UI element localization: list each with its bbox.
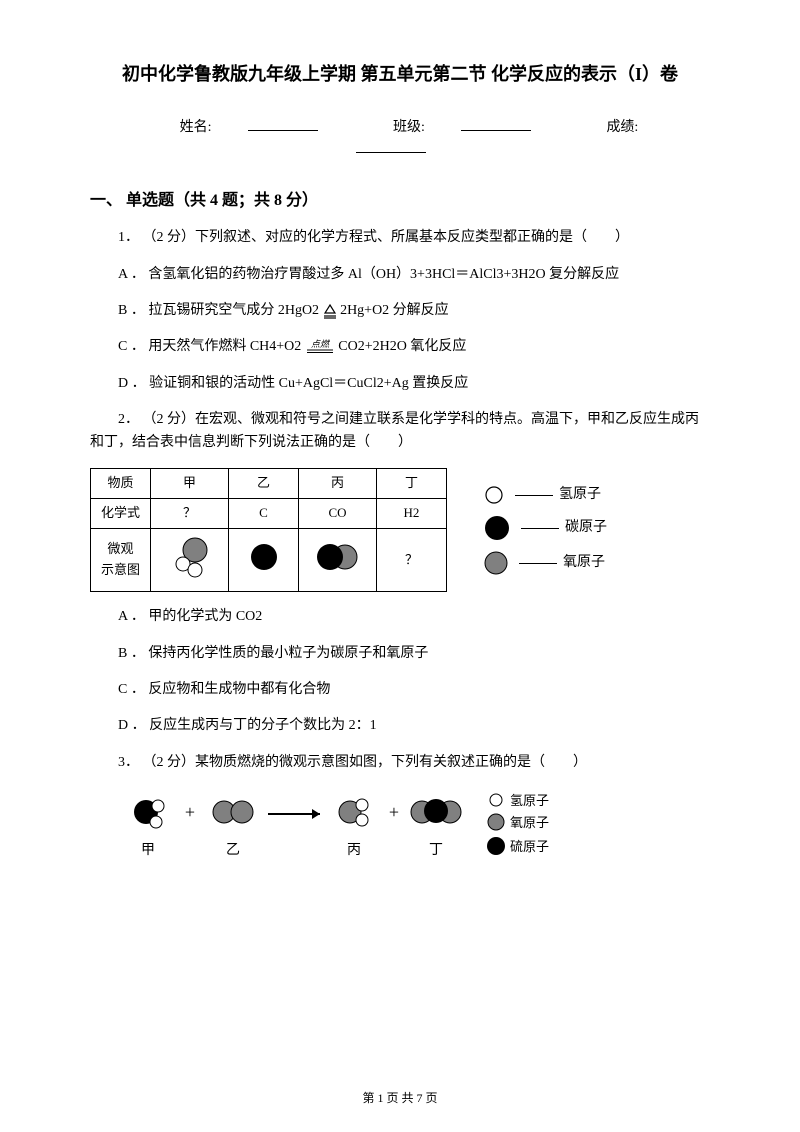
cell-formula-jia: ？	[151, 498, 229, 528]
name-blank[interactable]	[248, 117, 318, 131]
cell-formula-yi: C	[229, 498, 299, 528]
q2-opt-a: A ． 甲的化学式为 CO2	[90, 606, 710, 628]
q1-opt-b: B ． 拉瓦锡研究空气成分 2HgO2 2Hg+O2 分解反应	[90, 300, 710, 322]
q1-stem: 1． （2 分）下列叙述、对应的化学方程式、所属基本反应类型都正确的是（ ）	[90, 227, 710, 249]
q1-opt-d: D ． 验证铜和银的活动性 Cu+AgCl＝CuCl2+Ag 置换反应	[90, 373, 710, 395]
ignite-icon: 点燃	[305, 338, 335, 356]
th-ding: 丁	[377, 468, 447, 498]
svg-text:硫原子: 硫原子	[510, 839, 549, 854]
page-title: 初中化学鲁教版九年级上学期 第五单元第二节 化学反应的表示（I）卷	[90, 60, 710, 89]
cell-formula-bing: CO	[299, 498, 377, 528]
legend-h: 氢原子	[483, 484, 607, 506]
atom-o-icon	[483, 550, 509, 576]
row-formula-h: 化学式	[91, 498, 151, 528]
svg-text:甲: 甲	[141, 843, 155, 858]
th-yi: 乙	[229, 468, 299, 498]
section-heading: 一、 单选题（共 4 题；共 8 分）	[90, 188, 710, 214]
class-label: 班级:	[393, 120, 425, 135]
svg-text:点燃: 点燃	[311, 339, 331, 349]
th-jia: 甲	[151, 468, 229, 498]
q1-b-post: 2Hg+O2 分解反应	[340, 303, 449, 318]
q2-opt-c: C ． 反应物和生成物中都有化合物	[90, 679, 710, 701]
q1-opt-c: C ． 用天然气作燃料 CH4+O2 点燃 CO2+2H2O 氧化反应	[90, 336, 710, 358]
score-blank[interactable]	[356, 139, 426, 153]
q1-c-post: CO2+2H2O 氧化反应	[338, 339, 466, 354]
micro-label-2: 示意图	[97, 560, 144, 581]
molecule-jia-icon	[162, 533, 218, 581]
q1-c-pre: C ． 用天然气作燃料 CH4+O2	[118, 339, 305, 354]
atom-c-icon	[483, 514, 511, 542]
class-blank[interactable]	[461, 117, 531, 131]
micro-label-1: 微观	[97, 539, 144, 560]
q2-table: 物质 甲 乙 丙 丁 化学式 ？ C CO H2 微观 示意图	[90, 468, 447, 592]
q3-diagram: 甲 + 乙 丙 + 丁 氢原子 氧原子 硫原子	[118, 788, 710, 874]
svg-text:+: +	[389, 802, 399, 822]
cell-micro-yi	[229, 528, 299, 592]
cell-micro-jia	[151, 528, 229, 592]
molecule-bing-icon	[310, 537, 366, 577]
legend-o-label: 氧原子	[563, 552, 605, 574]
q2-table-wrap: 物质 甲 乙 丙 丁 化学式 ？ C CO H2 微观 示意图	[90, 468, 710, 592]
legend-c: 碳原子	[483, 514, 607, 542]
q1-b-pre: B ． 拉瓦锡研究空气成分 2HgO2	[118, 303, 323, 318]
triangle-icon	[323, 303, 337, 319]
row-micro-h: 微观 示意图	[91, 528, 151, 592]
legend-o: 氧原子	[483, 550, 607, 576]
cell-formula-ding: H2	[377, 498, 447, 528]
cell-micro-ding: ？	[377, 528, 447, 592]
svg-text:丙: 丙	[347, 843, 361, 858]
reaction-diagram-icon: 甲 + 乙 丙 + 丁 氢原子 氧原子 硫原子	[118, 788, 638, 866]
score-label: 成绩:	[606, 120, 638, 135]
svg-text:丁: 丁	[429, 843, 443, 858]
svg-text:氢原子: 氢原子	[510, 793, 549, 808]
svg-text:乙: 乙	[226, 842, 240, 858]
cell-micro-bing	[299, 528, 377, 592]
q2-stem: 2． （2 分）在宏观、微观和符号之间建立联系是化学学科的特点。高温下，甲和乙反…	[90, 409, 710, 454]
svg-text:氧原子: 氧原子	[510, 815, 549, 830]
q2-opt-b: B ． 保持丙化学性质的最小粒子为碳原子和氧原子	[90, 643, 710, 665]
q2-opt-d: D ． 反应生成丙与丁的分子个数比为 2：1	[90, 715, 710, 737]
svg-text:+: +	[185, 802, 195, 822]
legend-h-label: 氢原子	[559, 484, 601, 506]
page-footer: 第 1 页 共 7 页	[0, 1089, 800, 1108]
th-bing: 丙	[299, 468, 377, 498]
atom-h-icon	[483, 484, 505, 506]
name-label: 姓名:	[180, 120, 212, 135]
q2-legend: 氢原子 碳原子 氧原子	[483, 476, 607, 584]
molecule-yi-icon	[244, 537, 284, 577]
th-substance: 物质	[91, 468, 151, 498]
student-info-row: 姓名: 班级: 成绩:	[90, 117, 710, 162]
q3-stem: 3． （2 分）某物质燃烧的微观示意图如图，下列有关叙述正确的是（ ）	[90, 752, 710, 774]
legend-c-label: 碳原子	[565, 517, 607, 539]
q1-opt-a: A ． 含氢氧化铝的药物治疗胃酸过多 Al（OH）3+3HCl＝AlCl3+3H…	[90, 264, 710, 286]
